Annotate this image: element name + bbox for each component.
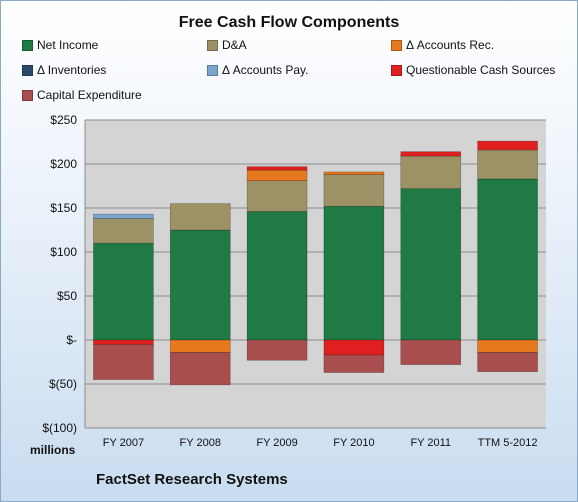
x-tick-label: TTM 5-2012: [478, 437, 538, 449]
bar-segment: [323, 171, 385, 175]
y-tick-label: $(100): [42, 421, 77, 435]
bar-segment: [323, 205, 385, 341]
legend-item: Δ Accounts Pay.: [207, 63, 309, 77]
x-tick-label: FY 2008: [180, 437, 221, 449]
legend-label: Δ Accounts Pay.: [222, 63, 309, 77]
bar-segment: [477, 149, 538, 180]
legend-label: Capital Expenditure: [37, 88, 142, 102]
y-tick-label: $150: [50, 201, 77, 215]
unit-label: millions: [30, 443, 76, 457]
y-tick-label: $-: [66, 333, 77, 347]
bar-segment: [246, 169, 308, 182]
legend-swatch: [22, 39, 33, 51]
bar-segment: [93, 218, 154, 244]
legend-swatch: [22, 89, 33, 101]
legend-label: D&A: [222, 38, 247, 52]
bar-segment: [93, 339, 154, 345]
plot-background: [85, 120, 546, 428]
y-tick-label: $100: [50, 245, 77, 259]
bar-segment: [169, 352, 231, 386]
bar-segment: [93, 344, 154, 380]
bar-segment: [477, 140, 538, 151]
y-tick-label: $(50): [49, 377, 77, 391]
y-tick-label: $250: [50, 113, 77, 127]
legend-label: Δ Inventories: [37, 63, 107, 77]
x-tick-label: FY 2010: [333, 437, 374, 449]
bar-segment: [169, 229, 231, 341]
bar-segment: [323, 339, 385, 356]
legend-swatch: [207, 39, 218, 51]
legend-label: Net Income: [37, 38, 99, 52]
bar-segment: [246, 211, 308, 341]
legend-swatch: [22, 64, 33, 76]
legend-item: Δ Inventories: [22, 63, 106, 77]
x-tick-label: FY 2009: [256, 437, 297, 449]
bar-segment: [400, 155, 462, 189]
legend-label: Questionable Cash Sources: [406, 63, 556, 77]
bar-segment: [93, 213, 154, 219]
bar-segment: [323, 354, 385, 373]
bar-segment: [400, 339, 462, 365]
x-tick-label: FY 2011: [410, 437, 451, 449]
y-tick-label: $200: [50, 157, 77, 171]
bar-segment: [400, 188, 462, 341]
legend-item: Questionable Cash Sources: [391, 63, 555, 77]
legend-label: Δ Accounts Rec.: [406, 38, 495, 52]
bar-segment: [400, 151, 462, 157]
bar-segment: [246, 166, 308, 171]
chart-legend: Net Income D&A Δ Accounts Rec. Δ Inventorie…: [0, 0, 578, 110]
bar-segment: [477, 352, 538, 372]
bar-segment: [93, 242, 154, 341]
legend-swatch: [391, 64, 402, 76]
legend-item: Δ Accounts Rec.: [391, 38, 494, 52]
legend-swatch: [391, 39, 402, 51]
bar-segment: [169, 339, 231, 353]
legend-item: Net Income: [22, 38, 98, 52]
bar-segment: [246, 180, 308, 212]
bar-segment: [477, 178, 538, 341]
legend-swatch: [207, 64, 218, 76]
y-tick-label: $50: [57, 289, 77, 303]
company-name: FactSet Research Systems: [96, 471, 288, 488]
legend-item: Capital Expenditure: [22, 88, 142, 102]
x-tick-label: FY 2007: [103, 437, 144, 449]
chart-title: Free Cash Flow Components: [178, 14, 400, 31]
bar-segment: [323, 174, 385, 207]
bar-segment: [477, 339, 538, 353]
bar-segment: [246, 339, 308, 361]
bar-segment: [169, 203, 231, 231]
legend-item: D&A: [207, 38, 247, 52]
